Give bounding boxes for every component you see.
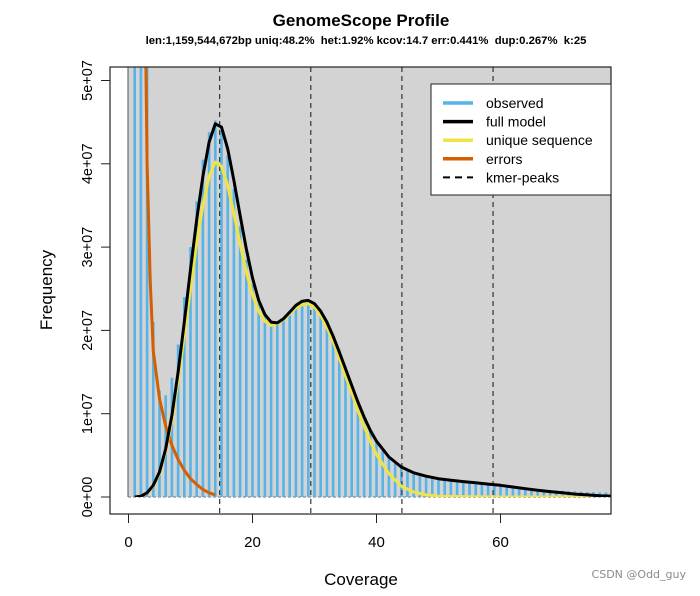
observed-bar: [170, 377, 174, 497]
chart-title: GenomeScope Profile: [273, 11, 450, 30]
observed-bar: [257, 303, 260, 497]
observed-bar: [300, 301, 304, 497]
x-axis-label: Coverage: [324, 570, 398, 589]
y-tick-label: 1e+07: [80, 393, 96, 434]
observed-bar: [183, 297, 186, 497]
observed-bar: [288, 311, 291, 497]
observed-bar: [207, 132, 211, 497]
observed-bar: [412, 473, 415, 497]
observed-bar: [530, 488, 533, 497]
observed-bar: [238, 226, 242, 497]
legend-label: errors: [486, 151, 523, 167]
y-tick-label: 4e+07: [80, 143, 96, 184]
observed-bar: [350, 383, 353, 497]
observed-bar: [356, 400, 360, 497]
observed-bar: [331, 333, 335, 497]
observed-bar: [493, 485, 496, 497]
observed-bar: [263, 315, 267, 497]
observed-bar: [313, 302, 316, 497]
x-axis: 0 20 40 60: [124, 513, 509, 551]
observed-bar: [437, 479, 440, 497]
observed-bar: [344, 366, 347, 497]
observed-bar: [276, 322, 279, 497]
observed-bar: [517, 487, 521, 497]
observed-bar: [542, 489, 546, 497]
observed-bar: [548, 489, 552, 497]
observed-bar: [362, 416, 366, 497]
y-tick-label: 0e+00: [80, 477, 96, 518]
observed-bar: [214, 120, 217, 497]
legend: observed full model unique sequence errors k…: [430, 83, 612, 196]
observed-bar: [245, 259, 248, 497]
watermark: CSDN @Odd_guy: [591, 568, 686, 581]
observed-bar: [139, 67, 143, 497]
legend-label: full model: [486, 114, 546, 130]
observed-bar: [158, 390, 161, 497]
observed-bar: [505, 486, 508, 497]
y-tick-label: 5e+07: [80, 60, 96, 101]
observed-bar: [294, 305, 298, 497]
observed-bar: [449, 481, 453, 497]
observed-bar: [400, 467, 403, 497]
y-axis-label: Frequency: [37, 249, 56, 330]
observed-bar: [375, 442, 378, 497]
observed-bar: [307, 300, 310, 497]
observed-bar: [325, 320, 329, 497]
observed-bar: [418, 475, 422, 497]
observed-bar: [338, 349, 341, 497]
full-model-curve: [134, 122, 611, 497]
observed-bar: [406, 471, 409, 497]
observed-bar: [220, 130, 223, 497]
legend-label: observed: [486, 95, 544, 111]
observed-bar: [486, 484, 490, 497]
observed-bar: [319, 309, 322, 497]
observed-bar: [381, 451, 384, 497]
observed-bar: [232, 188, 236, 497]
observed-bar: [511, 487, 515, 497]
observed-bar: [145, 67, 149, 497]
observed-bar: [499, 486, 502, 497]
observed-bars: [133, 67, 608, 497]
observed-bar: [369, 430, 372, 497]
legend-label: kmer-peaks: [486, 169, 559, 185]
observed-bar: [474, 483, 477, 497]
y-tick-label: 2e+07: [80, 310, 96, 351]
observed-bar: [455, 482, 459, 497]
observed-bar: [133, 67, 136, 497]
observed-bar: [480, 484, 484, 497]
observed-bar: [524, 488, 527, 497]
observed-bar: [269, 322, 273, 497]
observed-bar: [189, 247, 192, 497]
x-tick-label: 20: [244, 534, 261, 551]
x-tick-label: 40: [368, 534, 385, 551]
observed-bar: [201, 159, 205, 497]
errors-curve: [144, 67, 216, 497]
observed-bar: [424, 477, 428, 497]
observed-bar: [468, 483, 471, 497]
observed-bar: [152, 322, 155, 497]
observed-bar: [431, 478, 434, 497]
y-tick-label: 3e+07: [80, 227, 96, 268]
chart-subtitle: len:1,159,544,672bp uniq:48.2% het:1.92%…: [146, 35, 587, 47]
observed-bar: [195, 201, 198, 497]
observed-bar: [282, 317, 285, 497]
observed-bar: [387, 457, 391, 497]
x-tick-label: 60: [492, 534, 509, 551]
observed-bar: [251, 284, 254, 497]
y-axis: 0e+00 1e+07 2e+07 3e+07 4e+07 5e+07: [80, 60, 111, 518]
observed-bar: [443, 480, 446, 497]
observed-bar: [226, 155, 229, 497]
observed-bar: [462, 482, 465, 497]
legend-label: unique sequence: [486, 132, 593, 148]
observed-bar: [536, 489, 539, 497]
x-tick-label: 0: [124, 534, 132, 551]
observed-bar: [176, 344, 180, 497]
